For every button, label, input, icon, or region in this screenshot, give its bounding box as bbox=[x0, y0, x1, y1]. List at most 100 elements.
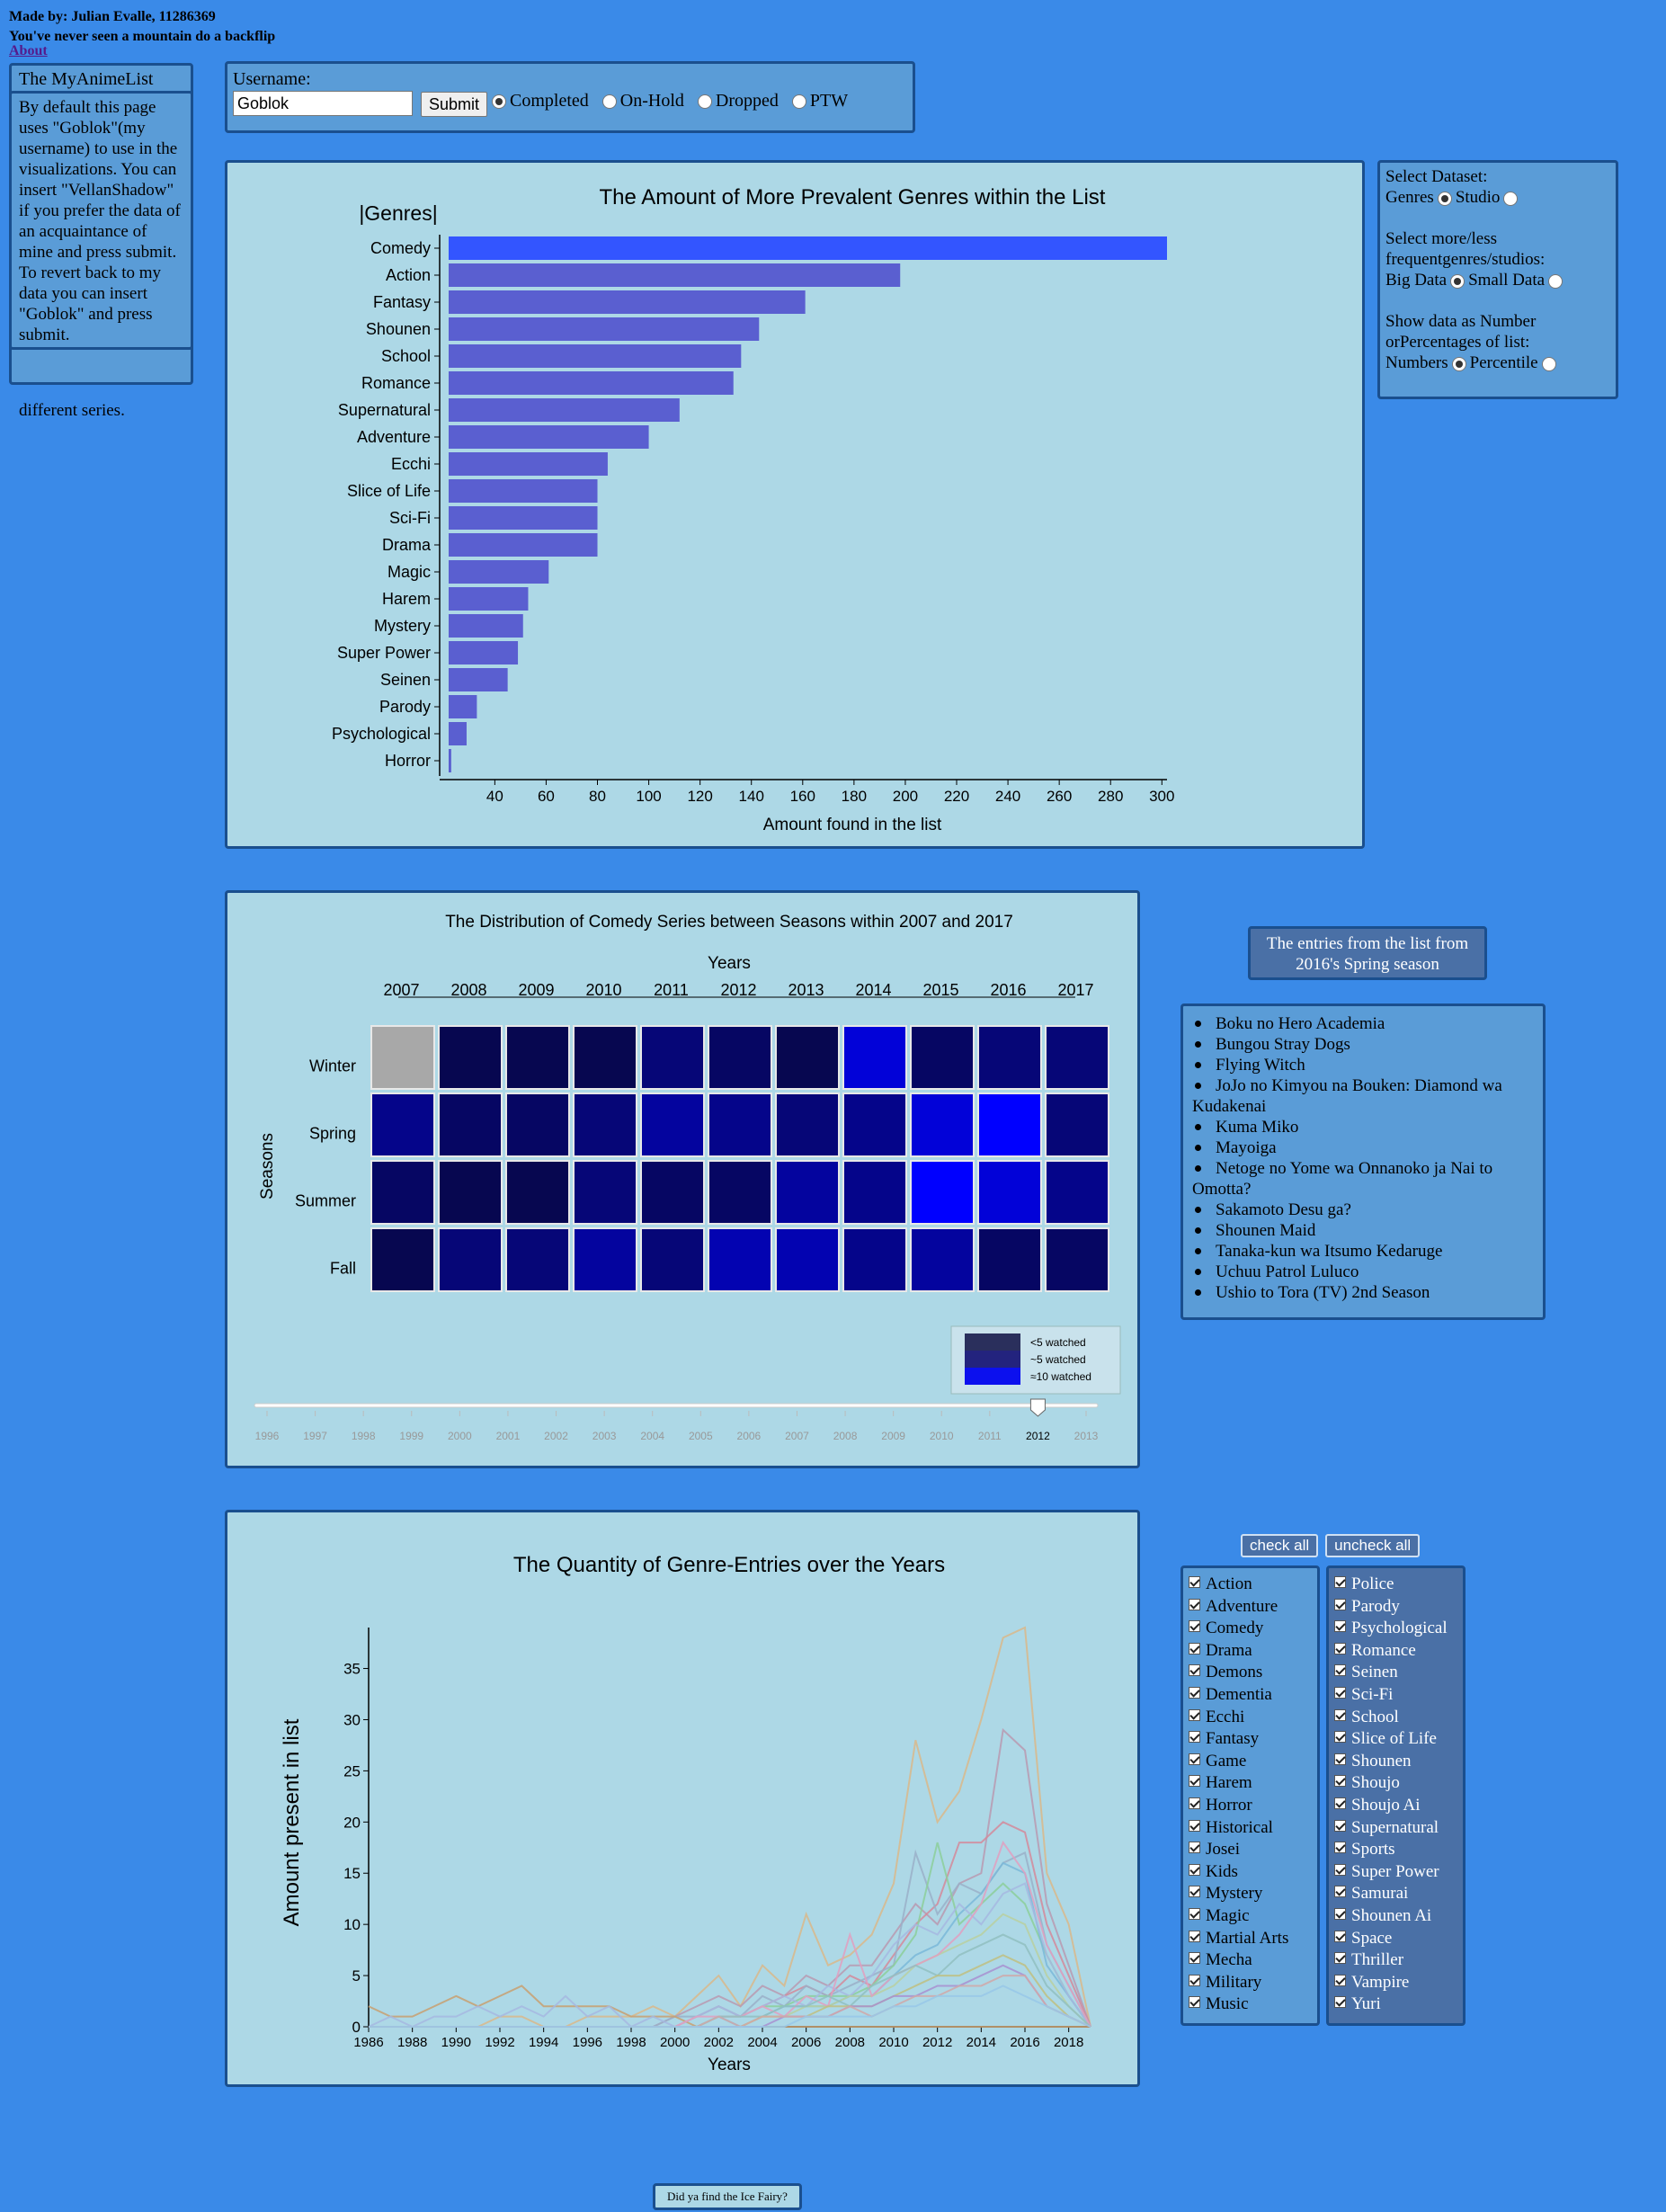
genre-checkbox-row[interactable]: Shounen bbox=[1334, 1751, 1457, 1773]
checkbox-icon[interactable] bbox=[1334, 1775, 1346, 1788]
checkbox-icon[interactable] bbox=[1334, 1842, 1346, 1854]
username-input[interactable] bbox=[233, 91, 413, 116]
heatmap-cell[interactable] bbox=[842, 1227, 907, 1292]
dropped-radio[interactable] bbox=[697, 94, 712, 110]
heatmap-cell[interactable] bbox=[1045, 1160, 1109, 1225]
genre-checkbox-row[interactable]: Supernatural bbox=[1334, 1817, 1457, 1840]
checkbox-icon[interactable] bbox=[1189, 1886, 1200, 1898]
checkbox-icon[interactable] bbox=[1334, 1996, 1346, 2009]
heatmap-cell[interactable] bbox=[640, 1160, 705, 1225]
checkbox-icon[interactable] bbox=[1189, 1775, 1200, 1788]
genre-checkbox-row[interactable]: Military bbox=[1189, 1972, 1312, 1994]
genre-series-line[interactable] bbox=[368, 1882, 1091, 2029]
heatmap-cell[interactable] bbox=[775, 1093, 840, 1157]
heatmap-cell[interactable] bbox=[910, 1227, 975, 1292]
ptw-radio[interactable] bbox=[791, 94, 806, 110]
checkbox-icon[interactable] bbox=[1189, 1642, 1200, 1655]
genre-checkbox-row[interactable]: Shoujo bbox=[1334, 1772, 1457, 1795]
genre-checkbox-row[interactable]: Horror bbox=[1189, 1795, 1312, 1817]
heatmap-cell[interactable] bbox=[1045, 1025, 1109, 1090]
genre-checkbox-row[interactable]: Mystery bbox=[1189, 1883, 1312, 1905]
genre-checkbox-row[interactable]: Drama bbox=[1189, 1640, 1312, 1663]
genre-checkbox-row[interactable]: Comedy bbox=[1189, 1618, 1312, 1640]
heatmap-cell[interactable] bbox=[775, 1227, 840, 1292]
checkbox-icon[interactable] bbox=[1189, 1907, 1200, 1920]
heatmap-cell[interactable] bbox=[708, 1227, 772, 1292]
genre-checkbox-row[interactable]: Harem bbox=[1189, 1772, 1312, 1795]
percentile-radio[interactable] bbox=[1541, 356, 1556, 371]
heatmap-cell[interactable] bbox=[977, 1093, 1042, 1157]
checkbox-icon[interactable] bbox=[1334, 1819, 1346, 1832]
genres-radio[interactable] bbox=[1437, 191, 1452, 206]
ice-fairy-button[interactable]: Did ya find the Ice Fairy? bbox=[653, 2183, 802, 2210]
genre-series-line[interactable] bbox=[369, 1626, 1091, 2028]
checkbox-icon[interactable] bbox=[1334, 1664, 1346, 1677]
checkbox-icon[interactable] bbox=[1334, 1930, 1346, 1942]
checkbox-icon[interactable] bbox=[1189, 1797, 1200, 1809]
heatmap-cell[interactable] bbox=[640, 1227, 705, 1292]
checkbox-icon[interactable] bbox=[1189, 1708, 1200, 1721]
checkbox-icon[interactable] bbox=[1189, 1598, 1200, 1610]
heatmap-cell[interactable] bbox=[505, 1227, 570, 1292]
checkbox-icon[interactable] bbox=[1334, 1576, 1346, 1588]
heatmap-cell[interactable] bbox=[708, 1093, 772, 1157]
genre-checkbox-row[interactable]: Ecchi bbox=[1189, 1707, 1312, 1729]
checkbox-icon[interactable] bbox=[1334, 1642, 1346, 1655]
checkbox-icon[interactable] bbox=[1189, 1753, 1200, 1765]
checkbox-icon[interactable] bbox=[1189, 1664, 1200, 1677]
genre-checkbox-row[interactable]: Psychological bbox=[1334, 1618, 1457, 1640]
genre-checkbox-row[interactable]: Samurai bbox=[1334, 1883, 1457, 1905]
genre-checkbox-row[interactable]: Yuri bbox=[1334, 1993, 1457, 2016]
checkbox-icon[interactable] bbox=[1334, 1598, 1346, 1610]
year-slider-handle[interactable] bbox=[1029, 1398, 1046, 1417]
heatmap-cell[interactable] bbox=[775, 1025, 840, 1090]
checkbox-icon[interactable] bbox=[1334, 1974, 1346, 1986]
heatmap-cell[interactable] bbox=[910, 1025, 975, 1090]
checkbox-icon[interactable] bbox=[1189, 1952, 1200, 1965]
smalldata-radio[interactable] bbox=[1548, 273, 1564, 289]
heatmap-cell[interactable] bbox=[640, 1093, 705, 1157]
heatmap-cell[interactable] bbox=[505, 1025, 570, 1090]
genre-series-line[interactable] bbox=[369, 1727, 1091, 2028]
genre-checkbox-row[interactable]: Romance bbox=[1334, 1640, 1457, 1663]
genre-checkbox-row[interactable]: Slice of Life bbox=[1334, 1728, 1457, 1751]
heatmap-cell[interactable] bbox=[1045, 1227, 1109, 1292]
heatmap-cell[interactable] bbox=[573, 1025, 637, 1090]
genre-checkbox-row[interactable]: Space bbox=[1334, 1928, 1457, 1950]
checkbox-icon[interactable] bbox=[1334, 1797, 1346, 1809]
checkbox-icon[interactable] bbox=[1334, 1620, 1346, 1633]
genre-checkbox-row[interactable]: Kids bbox=[1189, 1861, 1312, 1884]
heatmap-cell[interactable] bbox=[640, 1025, 705, 1090]
genre-checkbox-row[interactable]: Josei bbox=[1189, 1839, 1312, 1861]
heatmap-cell[interactable] bbox=[370, 1025, 435, 1090]
heatmap-cell[interactable] bbox=[438, 1025, 503, 1090]
checkbox-icon[interactable] bbox=[1189, 1974, 1200, 1986]
genre-checkbox-row[interactable]: Martial Arts bbox=[1189, 1928, 1312, 1950]
genre-checkbox-row[interactable]: Thriller bbox=[1334, 1949, 1457, 1972]
genre-checkbox-row[interactable]: Adventure bbox=[1189, 1596, 1312, 1619]
genre-checkbox-row[interactable]: Historical bbox=[1189, 1817, 1312, 1840]
heatmap-cell[interactable] bbox=[505, 1093, 570, 1157]
checkbox-icon[interactable] bbox=[1189, 1996, 1200, 2009]
checkbox-icon[interactable] bbox=[1189, 1819, 1200, 1832]
checkbox-icon[interactable] bbox=[1189, 1686, 1200, 1699]
genre-series-line[interactable] bbox=[369, 1913, 1091, 2028]
heatmap-cell[interactable] bbox=[370, 1160, 435, 1225]
genre-series-line[interactable] bbox=[369, 1933, 1091, 2028]
genre-checkbox-row[interactable]: Game bbox=[1189, 1751, 1312, 1773]
heatmap-cell[interactable] bbox=[775, 1160, 840, 1225]
genre-checkbox-row[interactable]: Dementia bbox=[1189, 1684, 1312, 1707]
checkbox-icon[interactable] bbox=[1189, 1576, 1200, 1588]
checkbox-icon[interactable] bbox=[1189, 1842, 1200, 1854]
heatmap-cell[interactable] bbox=[910, 1160, 975, 1225]
checkbox-icon[interactable] bbox=[1334, 1731, 1346, 1744]
checkbox-icon[interactable] bbox=[1334, 1686, 1346, 1699]
genre-checkbox-row[interactable]: Mecha bbox=[1189, 1949, 1312, 1972]
heatmap-cell[interactable] bbox=[977, 1227, 1042, 1292]
bigdata-radio[interactable] bbox=[1450, 273, 1466, 289]
submit-button[interactable]: Submit bbox=[421, 92, 488, 117]
genre-checkbox-row[interactable]: Action bbox=[1189, 1574, 1312, 1596]
checkbox-icon[interactable] bbox=[1334, 1863, 1346, 1876]
genre-checkbox-row[interactable]: Seinen bbox=[1334, 1662, 1457, 1684]
genre-series-line[interactable] bbox=[369, 1985, 1091, 2028]
